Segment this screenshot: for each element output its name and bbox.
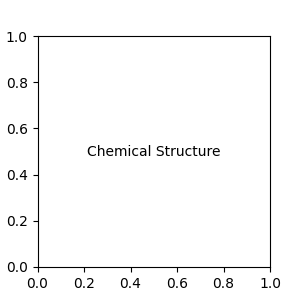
- Text: Chemical Structure: Chemical Structure: [87, 145, 220, 158]
